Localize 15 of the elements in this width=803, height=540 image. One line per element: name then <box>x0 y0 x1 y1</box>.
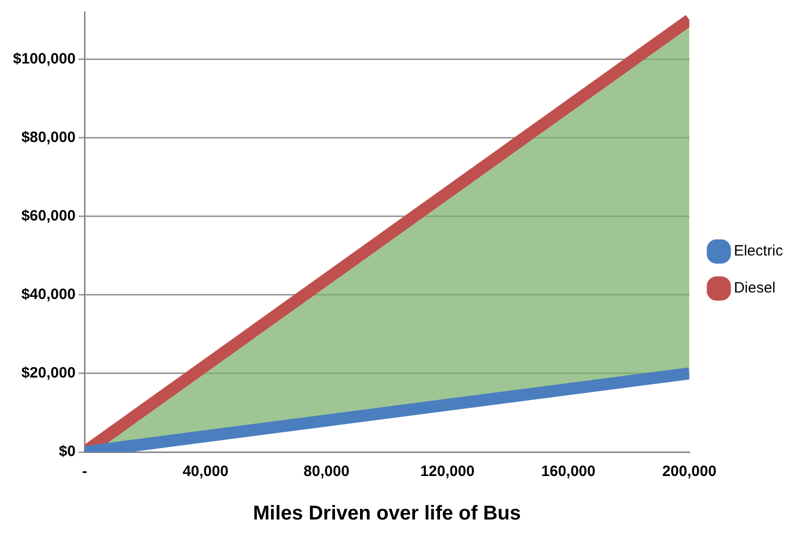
y-tick-label: $0 <box>58 443 76 460</box>
x-tick-label: 40,000 <box>182 463 228 480</box>
y-tick-label: $100,000 <box>12 50 76 68</box>
legend-label: Electric <box>734 242 784 260</box>
y-tick-label: $20,000 <box>21 364 76 382</box>
legend-label: Diesel <box>734 280 776 297</box>
x-tick-label: 120,000 <box>420 463 475 480</box>
x-axis-title: Miles Driven over life of Bus <box>253 502 521 525</box>
x-tick-label: - <box>82 463 88 480</box>
y-tick-label: $60,000 <box>21 207 76 224</box>
x-tick-label: 200,000 <box>662 463 716 480</box>
x-tick-label: 80,000 <box>304 463 350 480</box>
y-tick-label: $80,000 <box>21 128 76 146</box>
y-tick-label: $40,000 <box>21 286 76 303</box>
x-tick-label: 160,000 <box>541 463 596 480</box>
